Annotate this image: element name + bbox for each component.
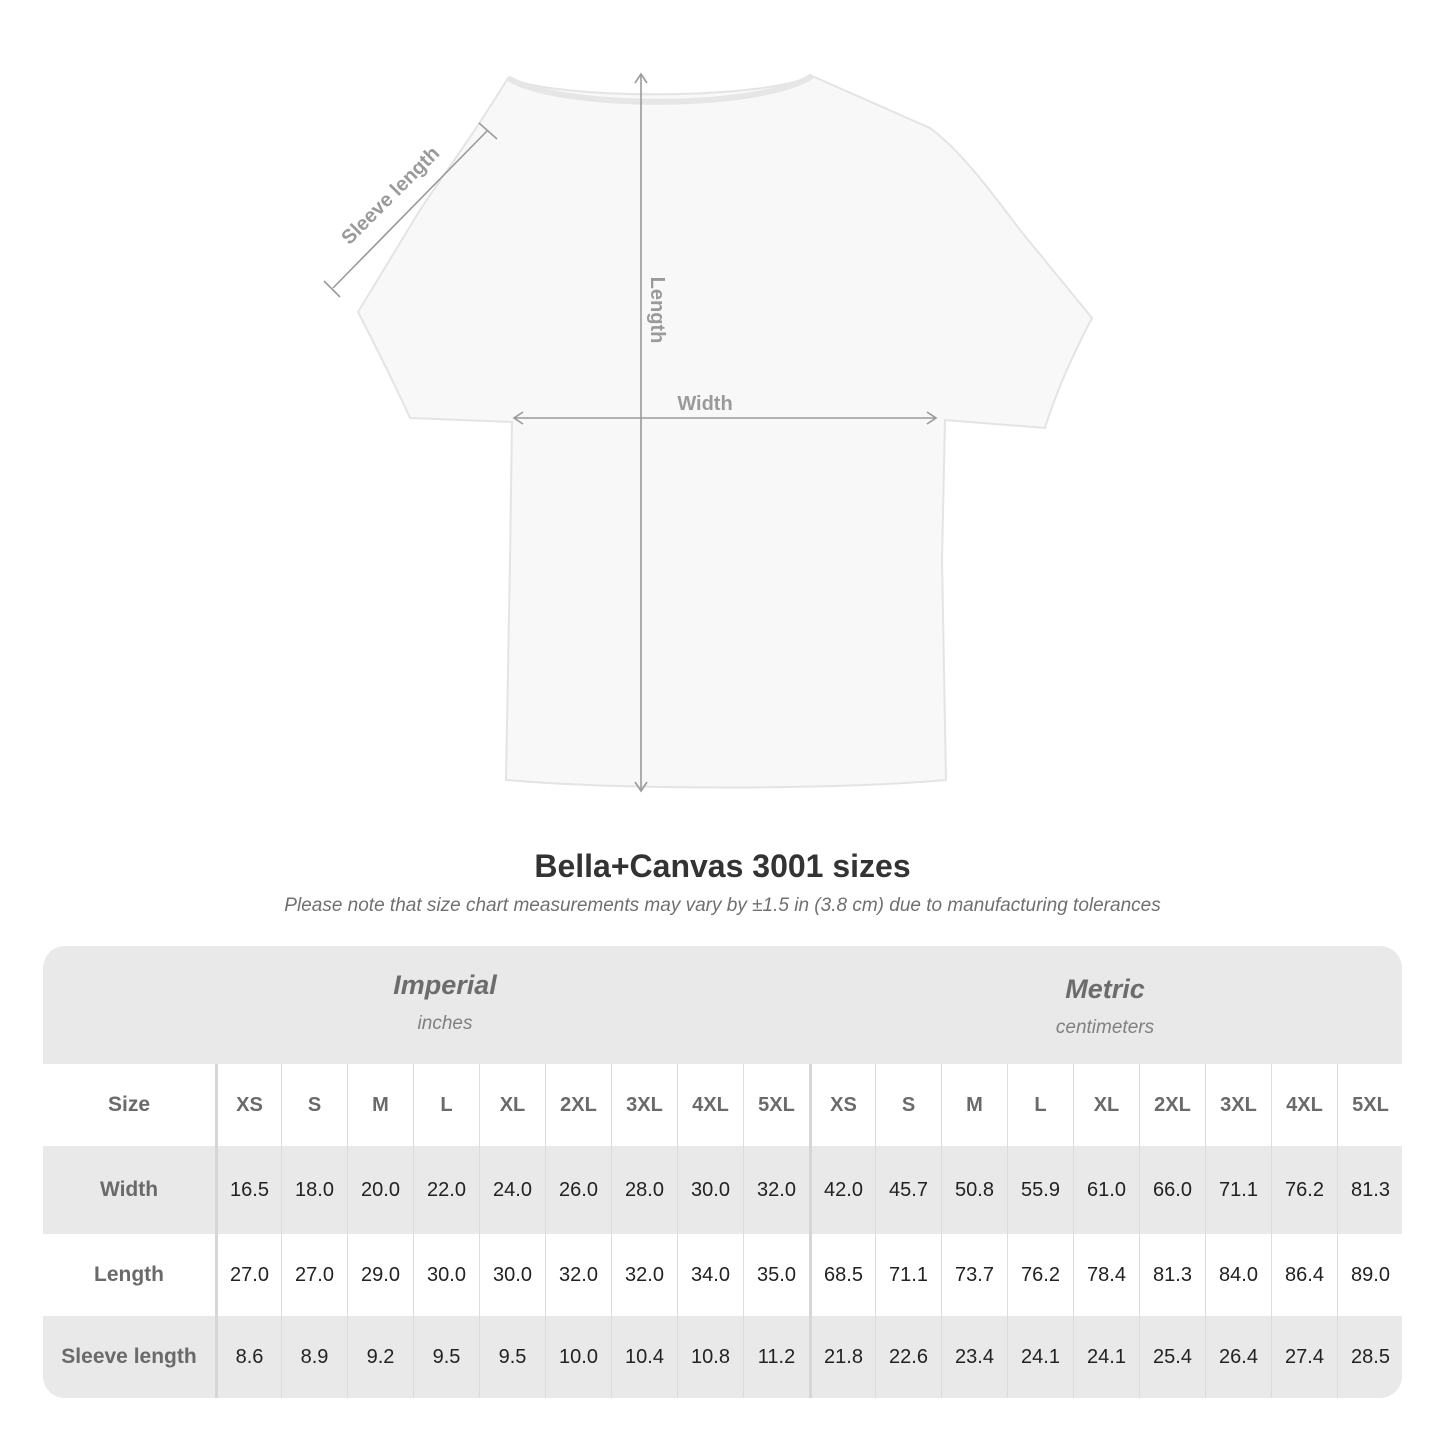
metric-value: 76.2 — [1271, 1146, 1337, 1234]
metric-size-4xl: 4XL — [1271, 1064, 1337, 1146]
metric-value: 68.5 — [809, 1234, 875, 1316]
row-label: Sleeve length — [61, 1345, 197, 1368]
metric-value: 50.8 — [941, 1146, 1007, 1234]
metric-value: 26.4 — [1205, 1316, 1271, 1398]
metric-value: 55.9 — [1007, 1146, 1073, 1234]
metric-value: 76.2 — [1007, 1234, 1073, 1316]
imperial-value: 30.0 — [413, 1234, 479, 1316]
size-label: Size — [107, 1093, 151, 1116]
width-label: Width — [677, 393, 732, 415]
metric-value: 42.0 — [809, 1146, 875, 1234]
size-table: Imperial inches Metric centimeters Size X… — [43, 946, 1402, 1398]
metric-value: 22.6 — [875, 1316, 941, 1398]
page-title: Bella+Canvas 3001 sizes — [534, 848, 911, 884]
imperial-value: 24.0 — [479, 1146, 545, 1234]
table-row: Length 27.0 27.0 29.0 30.0 30.0 32.0 32.0 34.0 35… — [43, 1234, 1402, 1316]
imperial-size-l: L — [413, 1064, 479, 1146]
imperial-size-3xl: 3XL — [611, 1064, 677, 1146]
sleeve-measure-line — [332, 129, 489, 289]
metric-value: 24.1 — [1007, 1316, 1073, 1398]
imperial-value: 26.0 — [545, 1146, 611, 1234]
imperial-value: 32.0 — [545, 1234, 611, 1316]
row-label: Length — [94, 1263, 164, 1286]
imperial-value: 10.8 — [677, 1316, 743, 1398]
table-row: Width 16.5 18.0 20.0 22.0 24.0 26.0 28.0 30.0 32.… — [43, 1146, 1402, 1234]
imperial-value: 8.6 — [215, 1316, 281, 1398]
metric-size-m: M — [941, 1064, 1007, 1146]
table-row: Sleeve length 8.6 8.9 9.2 9.5 9.5 10.0 10.4 10.8… — [43, 1316, 1402, 1398]
metric-header: Metric centimeters — [808, 974, 1402, 1092]
metric-value: 21.8 — [809, 1316, 875, 1398]
metric-value: 89.0 — [1337, 1234, 1402, 1316]
metric-title: Metric — [1065, 974, 1145, 1004]
imperial-value: 8.9 — [281, 1316, 347, 1398]
imperial-header: Imperial inches — [215, 970, 675, 1088]
imperial-size-2xl: 2XL — [545, 1064, 611, 1146]
metric-value: 71.1 — [1205, 1146, 1271, 1234]
metric-value: 61.0 — [1073, 1146, 1139, 1234]
metric-value: 45.7 — [875, 1146, 941, 1234]
imperial-size-xs: XS — [215, 1064, 281, 1146]
metric-size-5xl: 5XL — [1337, 1064, 1402, 1146]
metric-size-2xl: 2XL — [1139, 1064, 1205, 1146]
imperial-value: 35.0 — [743, 1234, 809, 1316]
imperial-title: Imperial — [393, 970, 497, 1000]
metric-size-3xl: 3XL — [1205, 1064, 1271, 1146]
length-label: Length — [646, 277, 668, 344]
metric-value: 73.7 — [941, 1234, 1007, 1316]
imperial-unit: inches — [417, 1013, 473, 1034]
row-label: Width — [99, 1178, 159, 1201]
imperial-value: 28.0 — [611, 1146, 677, 1234]
imperial-value: 34.0 — [677, 1234, 743, 1316]
size-header-row: Size XS S M L XL 2XL 3XL 4XL 5XL XS S M L XL 2XL 3XL 4XL 5… — [43, 1064, 1402, 1146]
metric-size-xs: XS — [809, 1064, 875, 1146]
imperial-value: 9.2 — [347, 1316, 413, 1398]
imperial-value: 11.2 — [743, 1316, 809, 1398]
imperial-size-xl: XL — [479, 1064, 545, 1146]
tshirt-diagram: Sleeve length Length Width — [323, 72, 1094, 793]
imperial-value: 22.0 — [413, 1146, 479, 1234]
metric-value: 84.0 — [1205, 1234, 1271, 1316]
metric-value: 28.5 — [1337, 1316, 1402, 1398]
metric-value: 23.4 — [941, 1316, 1007, 1398]
imperial-size-5xl: 5XL — [743, 1064, 809, 1146]
imperial-value: 29.0 — [347, 1234, 413, 1316]
tolerance-note: Please note that size chart measurements… — [284, 895, 1161, 916]
tshirt-icon — [356, 74, 1094, 789]
imperial-value: 9.5 — [479, 1316, 545, 1398]
imperial-value: 27.0 — [281, 1234, 347, 1316]
metric-value: 25.4 — [1139, 1316, 1205, 1398]
metric-value: 86.4 — [1271, 1234, 1337, 1316]
imperial-size-4xl: 4XL — [677, 1064, 743, 1146]
imperial-value: 32.0 — [611, 1234, 677, 1316]
metric-size-xl: XL — [1073, 1064, 1139, 1146]
metric-value: 66.0 — [1139, 1146, 1205, 1234]
metric-value: 81.3 — [1337, 1146, 1402, 1234]
imperial-value: 27.0 — [215, 1234, 281, 1316]
imperial-size-s: S — [281, 1064, 347, 1146]
imperial-value: 10.0 — [545, 1316, 611, 1398]
metric-value: 78.4 — [1073, 1234, 1139, 1316]
size-grid: Size XS S M L XL 2XL 3XL 4XL 5XL XS S M L XL 2XL 3XL 4XL 5… — [43, 1064, 1402, 1398]
metric-value: 24.1 — [1073, 1316, 1139, 1398]
imperial-size-m: M — [347, 1064, 413, 1146]
imperial-value: 30.0 — [479, 1234, 545, 1316]
imperial-value: 32.0 — [743, 1146, 809, 1234]
imperial-value: 10.4 — [611, 1316, 677, 1398]
imperial-value: 20.0 — [347, 1146, 413, 1234]
imperial-value: 9.5 — [413, 1316, 479, 1398]
metric-size-s: S — [875, 1064, 941, 1146]
imperial-value: 18.0 — [281, 1146, 347, 1234]
metric-size-l: L — [1007, 1064, 1073, 1146]
metric-unit: centimeters — [1055, 1017, 1155, 1038]
imperial-value: 30.0 — [677, 1146, 743, 1234]
metric-value: 81.3 — [1139, 1234, 1205, 1316]
imperial-value: 16.5 — [215, 1146, 281, 1234]
metric-value: 71.1 — [875, 1234, 941, 1316]
metric-value: 27.4 — [1271, 1316, 1337, 1398]
